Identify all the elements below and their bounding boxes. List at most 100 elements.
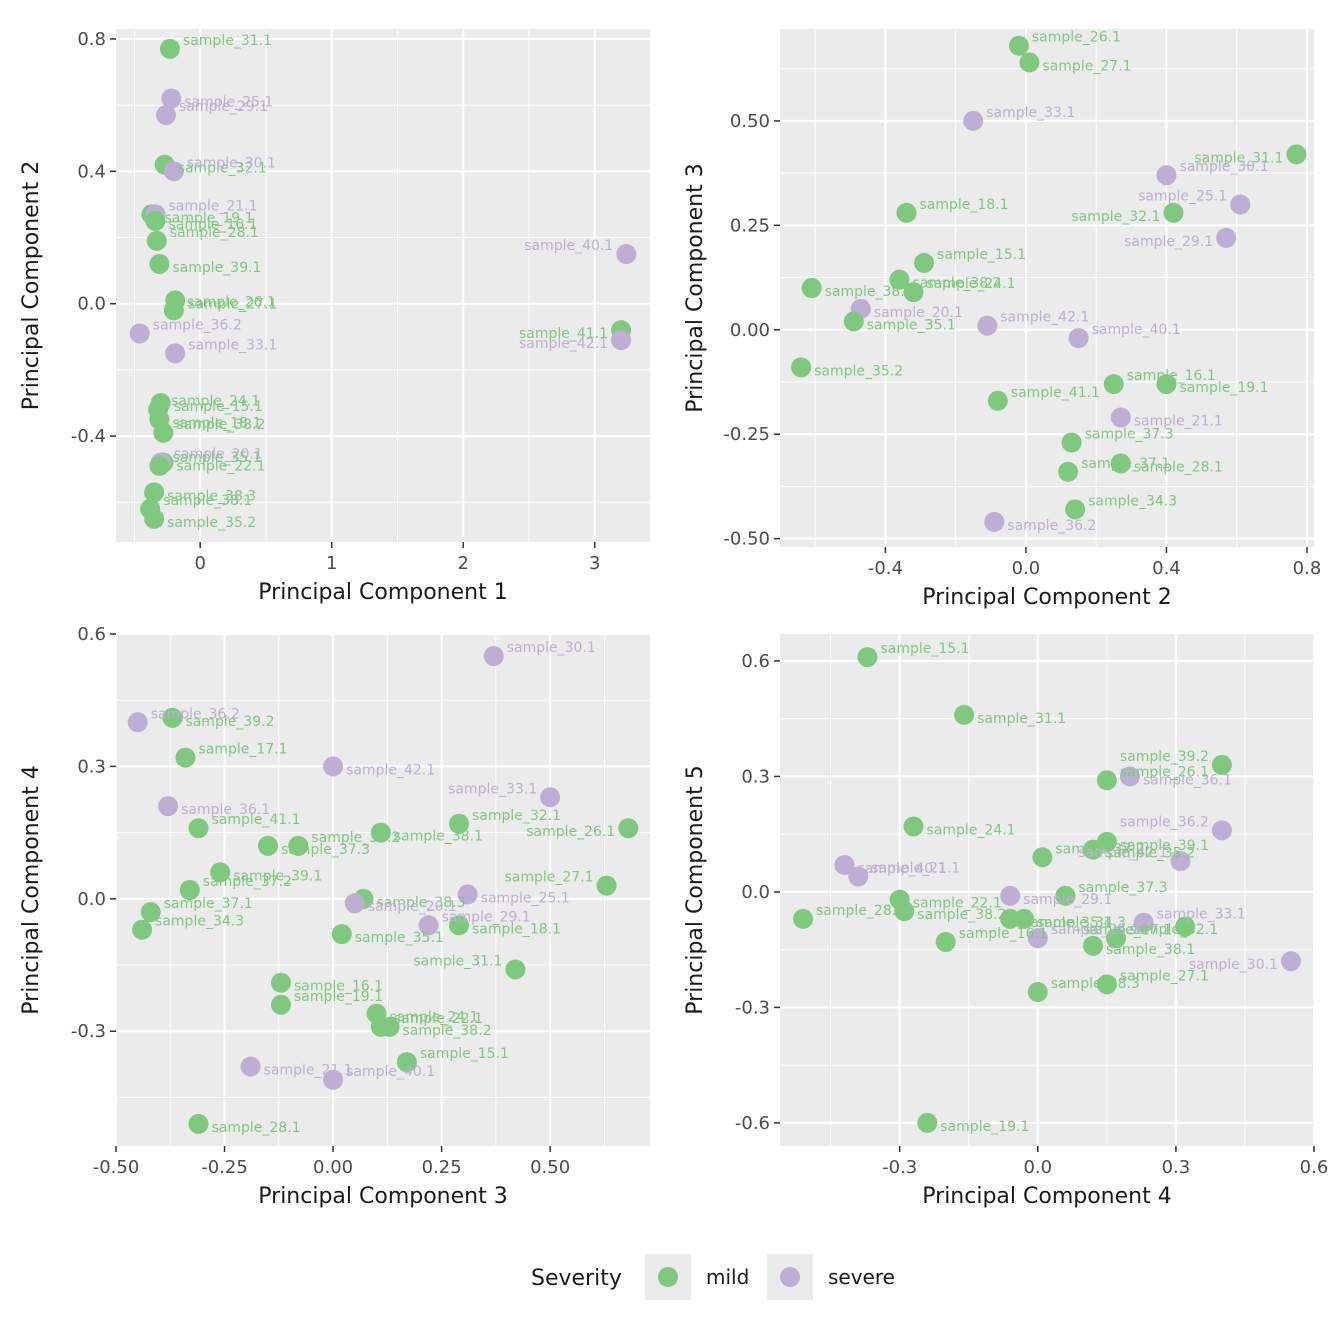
point-sample-37-3 xyxy=(1055,885,1076,906)
point-label-sample-37-2: sample_37.2 xyxy=(203,874,292,890)
point-sample-28-1 xyxy=(146,230,167,251)
point-label-sample-33-1: sample_33.1 xyxy=(448,781,537,797)
x-tick-label: 3 xyxy=(589,553,600,574)
point-label-sample-19-1: sample_19.1 xyxy=(165,210,254,226)
point-label-sample-21-1: sample_21.1 xyxy=(264,1063,353,1079)
x-tick-label: 0.0 xyxy=(1012,558,1041,579)
point-sample-29-1 xyxy=(1216,227,1237,248)
point-sample-27-1 xyxy=(1019,52,1040,73)
point-label-sample-26-1: sample_26.1 xyxy=(1032,30,1121,46)
point-sample-40-1 xyxy=(1068,328,1089,349)
point-sample-32-1 xyxy=(1163,202,1184,223)
point-sample-37-3 xyxy=(1061,432,1082,453)
point-label-sample-24-1: sample_24.1 xyxy=(927,822,1016,838)
x-tick-label: -0.50 xyxy=(93,1157,140,1178)
point-label-sample-33-1: sample_33.1 xyxy=(188,337,277,353)
point-sample-33-1 xyxy=(963,110,984,131)
points-layer: sample_26.1 sample_27.1 sample_33.1 sample_… xyxy=(791,30,1307,534)
point-sample-25-1 xyxy=(161,88,182,109)
point-label-sample-22-1: sample_22.1 xyxy=(913,896,1002,912)
y-tick-label: 0.0 xyxy=(77,294,106,315)
point-sample-37-2 xyxy=(1032,847,1053,868)
point-sample-30-1 xyxy=(163,161,184,182)
point-sample-35-1 xyxy=(331,924,352,945)
point-sample-38-1 xyxy=(370,822,391,843)
x-tick-label: -0.25 xyxy=(201,1157,248,1178)
point-sample-33-1 xyxy=(165,343,186,364)
point-sample-35-2 xyxy=(1083,839,1104,860)
point-sample-28-1 xyxy=(1110,453,1131,474)
point-label-sample-18-1: sample_18.1 xyxy=(472,921,561,937)
scatter-panel-pc1-pc2: 0 1 2 3 -0.4 0.0 0.4 0.8 Principal Component 1 Pr… xyxy=(19,29,650,605)
y-axis-title: Principal Component 2 xyxy=(19,161,44,410)
point-label-sample-38-2: sample_38.2 xyxy=(912,276,1001,292)
point-label-sample-38-2: sample_38.2 xyxy=(176,417,265,433)
point-label-sample-40-1: sample_40.1 xyxy=(857,861,946,877)
point-label-sample-39-2: sample_39.2 xyxy=(1120,749,1209,765)
point-sample-30-1 xyxy=(1280,951,1301,972)
point-label-sample-26-1: sample_26.1 xyxy=(526,824,615,840)
point-label-sample-40-1: sample_40.1 xyxy=(1092,322,1181,338)
point-sample-34-3 xyxy=(1065,499,1086,520)
point-label-sample-37-1: sample_37.1 xyxy=(1081,456,1170,472)
point-label-sample-25-1: sample_25.1 xyxy=(481,890,570,906)
point-label-sample-39-1: sample_39.1 xyxy=(1120,838,1209,854)
point-label-sample-25-1: sample_25.1 xyxy=(1138,188,1227,204)
point-label-sample-19-1: sample_19.1 xyxy=(940,1119,1029,1135)
point-label-sample-40-1: sample_40.1 xyxy=(346,1064,435,1080)
point-sample-40-1 xyxy=(323,1069,344,1090)
point-label-sample-31-1: sample_31.1 xyxy=(977,711,1066,727)
y-tick-label: 0.8 xyxy=(77,29,106,50)
x-axis-title: Principal Component 1 xyxy=(258,580,507,605)
point-sample-37-3 xyxy=(257,835,278,856)
point-sample-30-1 xyxy=(1156,165,1177,186)
point-label-sample-36-1: sample_36.1 xyxy=(181,802,270,818)
point-label-sample-29-1: sample_29.1 xyxy=(179,99,268,115)
scatter-panel-pc2-pc3: -0.4 0.0 0.4 0.8 -0.50 -0.25 0.00 0.25 0.50 Princ… xyxy=(683,29,1321,610)
point-label-sample-27-1: sample_27.1 xyxy=(505,870,594,886)
point-label-sample-21-1: sample_21.1 xyxy=(871,861,960,877)
point-label-sample-34-3: sample_34.3 xyxy=(1088,493,1177,509)
point-label-sample-16-1: sample_16.1 xyxy=(959,926,1048,942)
point-sample-17-1 xyxy=(175,747,196,768)
point-label-sample-30-1: sample_30.1 xyxy=(1179,159,1268,175)
point-sample-38-1 xyxy=(140,498,161,519)
point-label-sample-19-1: sample_19.1 xyxy=(294,989,383,1005)
point-sample-16-1 xyxy=(935,931,956,952)
point-label-sample-36-2: sample_36.2 xyxy=(151,706,240,722)
x-tick-label: -0.4 xyxy=(868,558,903,579)
point-sample-17-1 xyxy=(1175,916,1196,937)
point-sample-19-1 xyxy=(917,1112,938,1133)
point-sample-38-1 xyxy=(1083,935,1104,956)
point-label-sample-31-1: sample_31.1 xyxy=(413,953,502,969)
point-sample-18-1 xyxy=(896,202,917,223)
y-tick-label: 0.6 xyxy=(77,624,106,645)
y-tick-label: -0.6 xyxy=(735,1113,770,1134)
y-tick-label: -0.3 xyxy=(735,997,770,1018)
y-axis-title: Principal Component 5 xyxy=(683,765,708,1014)
point-label-sample-38-1: sample_38.1 xyxy=(825,284,914,300)
point-label-sample-30-1: sample_30.1 xyxy=(507,640,596,656)
x-tick-label: 0.8 xyxy=(1293,558,1322,579)
point-sample-35-1 xyxy=(149,455,170,476)
point-sample-28-1 xyxy=(793,908,814,929)
x-tick-label: -0.3 xyxy=(882,1157,917,1178)
point-label-sample-32-1: sample_32.1 xyxy=(178,161,267,177)
point-label-sample-28-1: sample_28.1 xyxy=(1134,459,1223,475)
point-label-sample-18-1: sample_18.1 xyxy=(919,197,1008,213)
legend-key-mild xyxy=(658,1267,678,1287)
point-label-sample-36-1: sample_36.1 xyxy=(1143,772,1232,788)
point-label-sample-22-1: sample_22.1 xyxy=(176,459,265,475)
point-sample-34-3 xyxy=(132,919,153,940)
point-label-sample-37-3: sample_37.3 xyxy=(281,842,370,858)
point-label-sample-32-1: sample_32.1 xyxy=(1129,922,1218,938)
panel-background xyxy=(780,29,1314,547)
point-label-sample-17-1: sample_17.1 xyxy=(1083,923,1172,939)
point-label-sample-38-1: sample_38.1 xyxy=(394,829,483,845)
x-tick-label: 0.00 xyxy=(313,1157,353,1178)
point-sample-31-1 xyxy=(159,38,180,59)
point-label-sample-40-1: sample_40.1 xyxy=(524,238,613,254)
x-tick-label: 0.6 xyxy=(1300,1157,1329,1178)
point-label-sample-21-1: sample_21.1 xyxy=(1134,414,1223,430)
